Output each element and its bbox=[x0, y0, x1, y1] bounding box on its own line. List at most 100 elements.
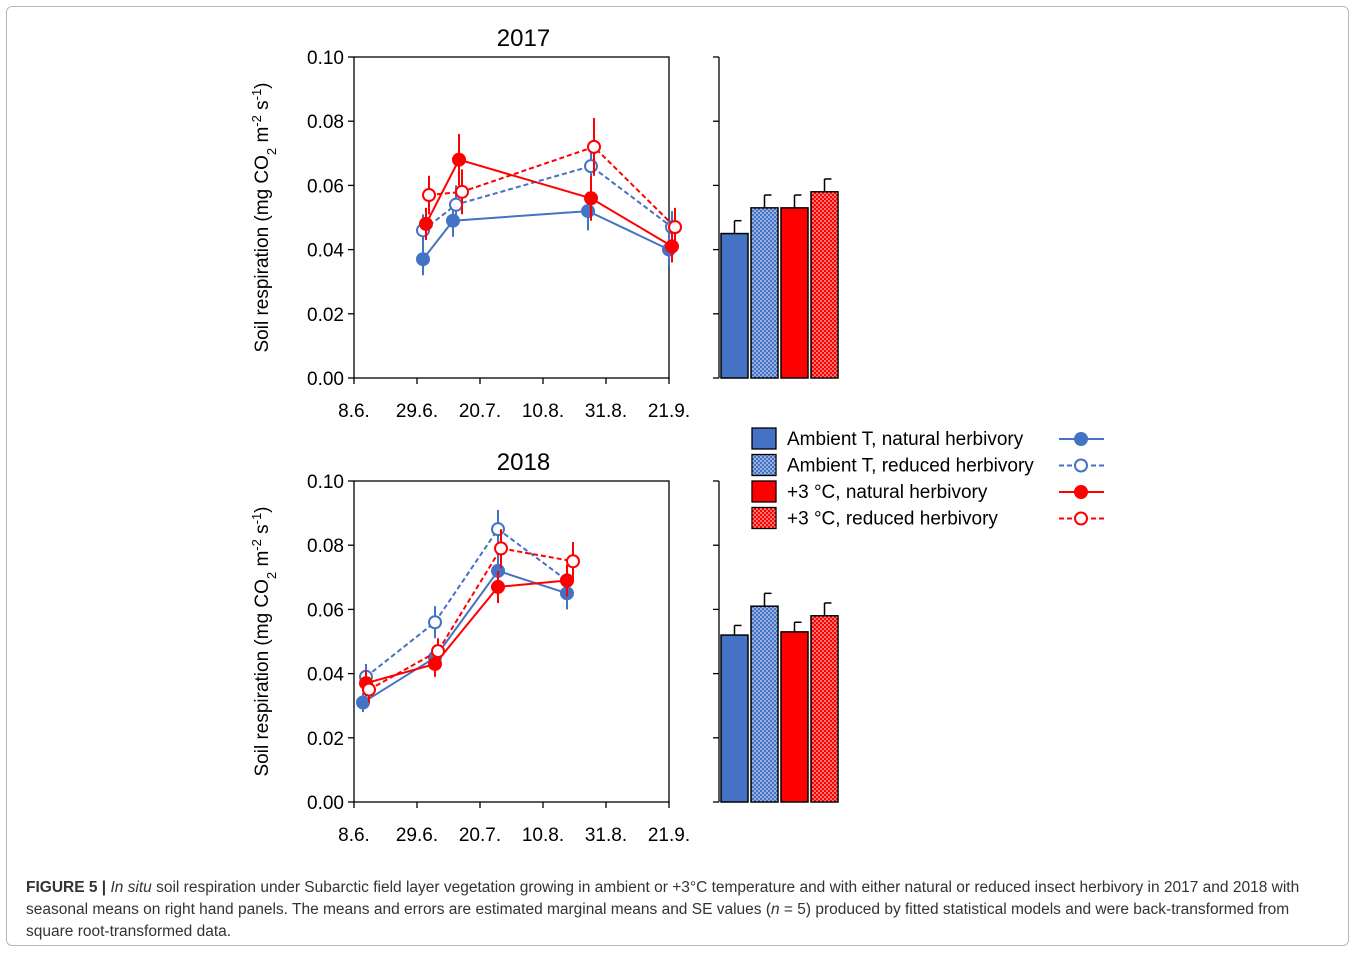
y-tick-label: 0.00 bbox=[307, 369, 344, 390]
data-point bbox=[494, 541, 508, 556]
seasonal-mean-bar bbox=[750, 207, 779, 379]
x-tick-label: 29.6. bbox=[396, 825, 438, 846]
data-point bbox=[581, 204, 595, 219]
series-line bbox=[422, 165, 673, 232]
data-point bbox=[362, 682, 376, 697]
chart-title: 2018 bbox=[497, 449, 550, 476]
data-point bbox=[584, 159, 598, 174]
plot-area-frame bbox=[353, 56, 670, 379]
x-tick-label: 8.6. bbox=[338, 825, 370, 846]
data-point bbox=[446, 213, 460, 228]
series-line bbox=[368, 547, 574, 691]
caption-label: FIGURE 5 | bbox=[26, 879, 107, 896]
y-axis-label-part: 2 bbox=[264, 572, 279, 579]
data-point bbox=[428, 656, 442, 671]
legend-marker bbox=[1074, 432, 1088, 446]
caption-text-1: soil respiration under Subarctic field l… bbox=[26, 879, 1300, 918]
seasonal-mean-bar bbox=[720, 634, 749, 803]
legend-label: Ambient T, reduced herbivory bbox=[787, 456, 1034, 477]
x-tick-label: 20.7. bbox=[459, 401, 501, 422]
y-tick-label: 0.04 bbox=[307, 665, 344, 686]
data-point bbox=[665, 239, 679, 254]
legend-marker bbox=[1074, 511, 1088, 526]
y-tick-label: 0.00 bbox=[307, 793, 344, 814]
seasonal-mean-bar bbox=[720, 232, 749, 379]
y-tick-label: 0.02 bbox=[307, 305, 344, 326]
data-point bbox=[668, 220, 682, 235]
data-point bbox=[560, 573, 574, 588]
seasonal-mean-bar bbox=[780, 207, 809, 379]
series-line bbox=[365, 579, 568, 685]
x-tick-label: 10.8. bbox=[522, 825, 564, 846]
x-tick-label: 20.7. bbox=[459, 825, 501, 846]
seasonal-mean-bar bbox=[810, 191, 839, 379]
data-point bbox=[419, 216, 433, 231]
x-tick-label: 31.8. bbox=[585, 825, 627, 846]
y-axis-label-part: s bbox=[252, 524, 273, 539]
y-tick-label: 0.10 bbox=[307, 48, 344, 69]
legend-label: +3 °C, natural herbivory bbox=[787, 482, 988, 503]
data-point bbox=[431, 644, 445, 659]
legend-swatch bbox=[751, 427, 777, 450]
data-point bbox=[422, 188, 436, 203]
x-tick-label: 10.8. bbox=[522, 401, 564, 422]
data-point bbox=[491, 579, 505, 594]
data-point bbox=[587, 139, 601, 154]
legend-marker bbox=[1074, 485, 1088, 499]
legend-swatch bbox=[751, 506, 777, 530]
y-tick-label: 0.06 bbox=[307, 176, 344, 197]
seasonal-mean-bar bbox=[810, 615, 839, 803]
series-line bbox=[422, 210, 670, 260]
y-tick-label: 0.04 bbox=[307, 241, 344, 262]
y-axis-label: Soil respiration (mg CO2 m-2 s-1) bbox=[249, 82, 279, 352]
legend-marker bbox=[1074, 458, 1088, 473]
chart-panel-2018: 2018 Soil respiration (mg CO2 m-2 s-1) 0.0… bbox=[249, 449, 839, 846]
chart-panel-2017: 2017 Soil respiration (mg CO2 m-2 s-1) 0.0… bbox=[249, 25, 839, 422]
y-axis-label-part: s bbox=[252, 100, 273, 115]
caption-italic-2: n bbox=[771, 901, 780, 918]
y-axis-label-part: Soil respiration (mg CO bbox=[252, 579, 273, 776]
y-axis-label-part: 2 bbox=[264, 148, 279, 155]
y-tick-label: 0.08 bbox=[307, 112, 344, 133]
legend-label: +3 °C, reduced herbivory bbox=[787, 509, 998, 530]
data-point bbox=[356, 695, 370, 710]
y-tick-label: 0.10 bbox=[307, 472, 344, 493]
y-tick-label: 0.02 bbox=[307, 729, 344, 750]
legend-label: Ambient T, natural herbivory bbox=[787, 429, 1024, 450]
chart-title: 2017 bbox=[497, 25, 550, 52]
y-axis-label-part: -1 bbox=[249, 513, 264, 525]
legend-swatch bbox=[751, 480, 777, 503]
figure-caption: FIGURE 5 | In situ soil respiration unde… bbox=[26, 877, 1336, 943]
x-tick-label: 8.6. bbox=[338, 401, 370, 422]
figure-frame bbox=[6, 6, 1349, 946]
y-axis-label-part: m bbox=[252, 127, 273, 148]
series-line bbox=[365, 527, 568, 678]
series-line bbox=[428, 145, 676, 228]
data-point bbox=[416, 252, 430, 267]
y-axis-label-part: m bbox=[252, 551, 273, 572]
x-tick-label: 29.6. bbox=[396, 401, 438, 422]
data-point bbox=[584, 191, 598, 206]
y-axis-label: Soil respiration (mg CO2 m-2 s-1) bbox=[249, 506, 279, 776]
series-line bbox=[362, 569, 568, 704]
plot-area-frame bbox=[353, 480, 670, 803]
data-point bbox=[566, 554, 580, 569]
y-axis-label-part: ) bbox=[252, 82, 273, 88]
x-tick-label: 21.9. bbox=[648, 401, 690, 422]
series-line bbox=[425, 158, 673, 248]
y-axis-label-part: -2 bbox=[249, 115, 264, 127]
x-tick-label: 31.8. bbox=[585, 401, 627, 422]
data-point bbox=[428, 615, 442, 630]
caption-italic-1: In situ bbox=[110, 879, 152, 896]
data-point bbox=[449, 197, 463, 212]
legend: Ambient T, natural herbivory Ambient T, r… bbox=[751, 427, 1104, 530]
y-axis-label-part: -1 bbox=[249, 89, 264, 101]
y-axis-label-part: ) bbox=[252, 506, 273, 512]
seasonal-mean-bar bbox=[750, 605, 779, 803]
legend-swatch bbox=[751, 453, 777, 477]
y-tick-label: 0.08 bbox=[307, 536, 344, 557]
data-point bbox=[452, 152, 466, 167]
data-point bbox=[491, 522, 505, 537]
seasonal-mean-bar bbox=[780, 631, 809, 803]
